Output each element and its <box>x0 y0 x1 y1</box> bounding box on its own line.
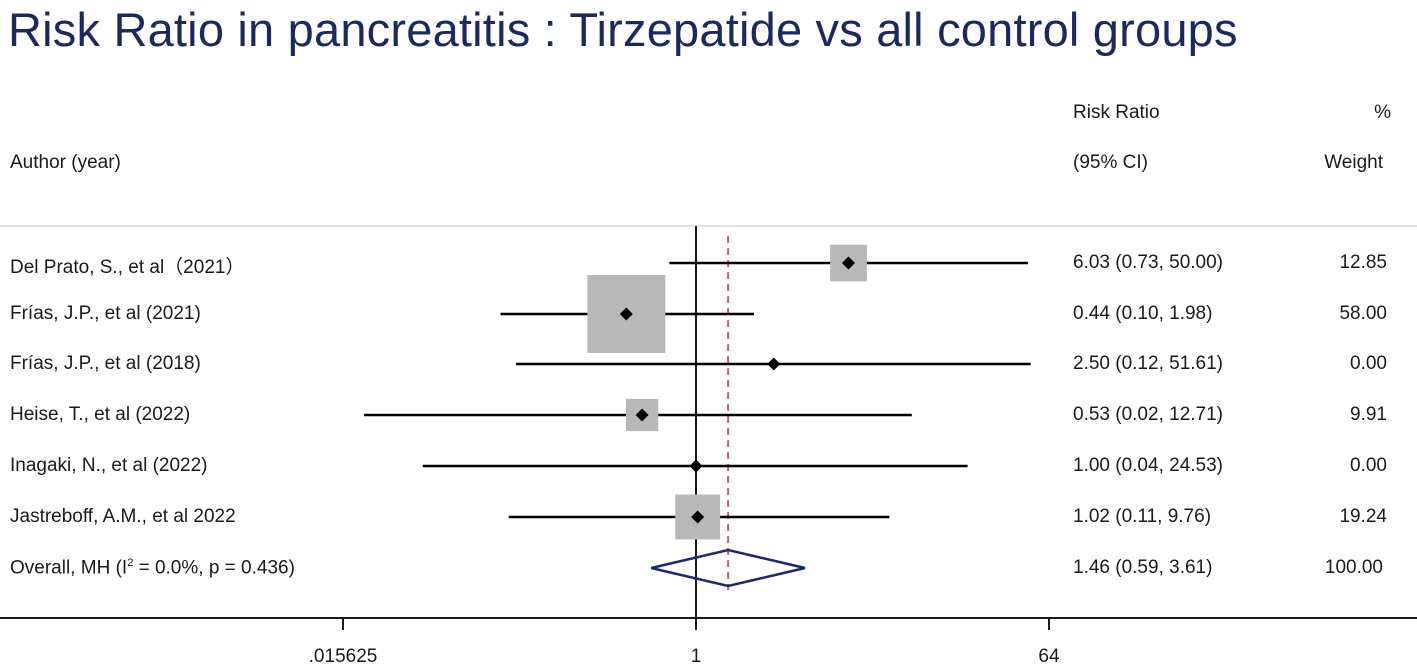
ci-header: (95% CI) <box>1073 152 1148 173</box>
study-ci-text: 6.03 (0.73, 50.00) <box>1073 252 1223 273</box>
overall-weight-text: 100.00 <box>1324 557 1383 578</box>
study-label: Frías, J.P., et al (2021) <box>10 303 201 324</box>
overall-label-sup: 2 <box>127 557 134 569</box>
x-tick-label: .015625 <box>309 646 378 664</box>
study-ci-text: 1.00 (0.04, 24.53) <box>1073 455 1223 476</box>
risk-ratio-header: Risk Ratio <box>1073 102 1160 123</box>
study-ci-text: 2.50 (0.12, 51.61) <box>1073 353 1223 374</box>
study-label: Frías, J.P., et al (2018) <box>10 353 201 374</box>
point-estimate <box>767 357 781 371</box>
point-estimate <box>619 307 633 321</box>
study-weight-text: 12.85 <box>1339 252 1387 273</box>
study-weight-text: 19.24 <box>1339 506 1387 527</box>
point-estimate <box>691 510 705 524</box>
study-label: Jastreboff, A.M., et al 2022 <box>10 506 236 527</box>
study-weight-text: 9.91 <box>1350 404 1387 425</box>
study-label: Del Prato, S., et al（2021） <box>10 257 245 278</box>
point-estimate <box>842 256 856 270</box>
study-weight-text: 0.00 <box>1350 353 1387 374</box>
overall-diamond <box>650 548 806 588</box>
overall-label: Overall, MH (I2 = 0.0%, p = 0.436) <box>10 557 295 579</box>
overall-label-prefix: Overall, MH (I <box>10 557 128 579</box>
overall-ci-text: 1.46 (0.59, 3.61) <box>1073 557 1213 578</box>
study-label: Inagaki, N., et al (2022) <box>10 455 208 476</box>
chart-title: Risk Ratio in pancreatitis : Tirzepatide… <box>8 3 1238 56</box>
study-label: Heise, T., et al (2022) <box>10 404 191 425</box>
study-ci-text: 1.02 (0.11, 9.76) <box>1073 506 1212 527</box>
author-header: Author (year) <box>10 152 121 173</box>
percent-header: % <box>1374 102 1391 123</box>
study-weight-text: 0.00 <box>1350 455 1387 476</box>
point-estimate <box>635 408 649 422</box>
point-estimate <box>689 459 703 473</box>
weight-header: Weight <box>1324 152 1383 173</box>
x-tick-label: 1 <box>691 646 702 664</box>
study-ci-text: 0.44 (0.10, 1.98) <box>1073 303 1213 324</box>
study-weight-text: 58.00 <box>1339 303 1387 324</box>
overall-label-suffix: = 0.0%, p = 0.436) <box>133 557 295 579</box>
study-ci-text: 0.53 (0.02, 12.71) <box>1073 404 1223 425</box>
x-tick-label: 64 <box>1038 646 1060 664</box>
